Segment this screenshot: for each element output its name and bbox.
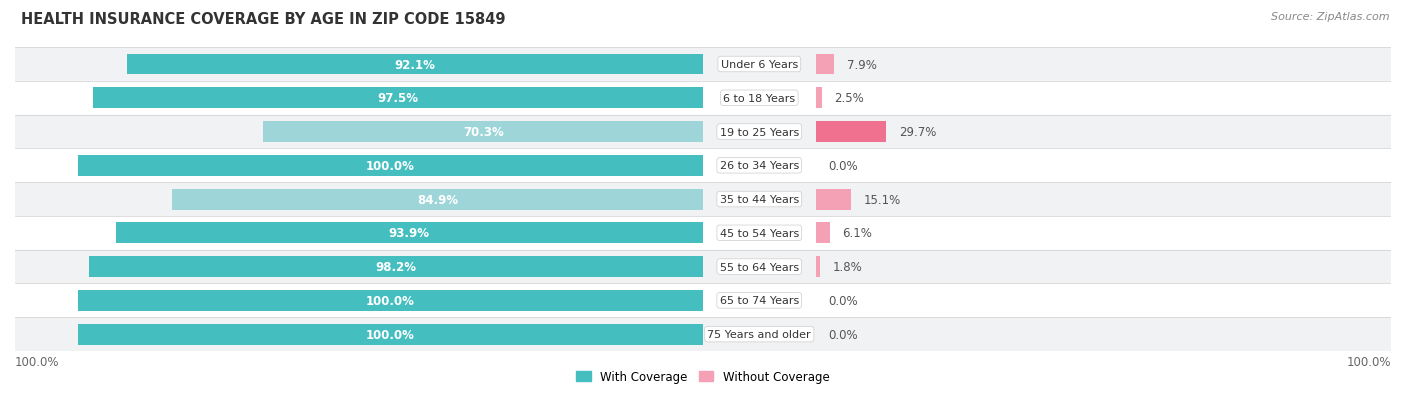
- FancyBboxPatch shape: [15, 183, 1391, 216]
- Bar: [815, 122, 886, 142]
- Text: 70.3%: 70.3%: [463, 126, 503, 139]
- Text: 1.8%: 1.8%: [832, 261, 862, 273]
- Bar: [815, 256, 820, 278]
- Text: 19 to 25 Years: 19 to 25 Years: [720, 127, 799, 137]
- FancyBboxPatch shape: [15, 318, 1391, 351]
- Text: 100.0%: 100.0%: [1347, 355, 1391, 368]
- Text: 65 to 74 Years: 65 to 74 Years: [720, 296, 799, 306]
- Text: 92.1%: 92.1%: [395, 58, 436, 71]
- Text: 100.0%: 100.0%: [366, 159, 415, 172]
- Text: 55 to 64 Years: 55 to 64 Years: [720, 262, 799, 272]
- Text: 100.0%: 100.0%: [15, 355, 59, 368]
- Bar: [77, 155, 703, 176]
- Bar: [77, 324, 703, 345]
- Bar: [815, 189, 852, 210]
- FancyBboxPatch shape: [15, 216, 1391, 250]
- Text: 29.7%: 29.7%: [898, 126, 936, 139]
- Text: 15.1%: 15.1%: [863, 193, 901, 206]
- FancyBboxPatch shape: [15, 115, 1391, 149]
- Text: 26 to 34 Years: 26 to 34 Years: [720, 161, 799, 171]
- Text: Under 6 Years: Under 6 Years: [721, 60, 799, 70]
- Text: 100.0%: 100.0%: [366, 294, 415, 307]
- Text: 84.9%: 84.9%: [418, 193, 458, 206]
- Bar: [263, 122, 703, 142]
- Text: Source: ZipAtlas.com: Source: ZipAtlas.com: [1271, 12, 1389, 22]
- Text: 100.0%: 100.0%: [366, 328, 415, 341]
- Text: 35 to 44 Years: 35 to 44 Years: [720, 195, 799, 204]
- Text: 2.5%: 2.5%: [834, 92, 863, 105]
- Legend: With Coverage, Without Coverage: With Coverage, Without Coverage: [572, 366, 834, 388]
- Text: 97.5%: 97.5%: [378, 92, 419, 105]
- FancyBboxPatch shape: [15, 250, 1391, 284]
- Text: 93.9%: 93.9%: [389, 227, 430, 240]
- Bar: [115, 223, 703, 244]
- FancyBboxPatch shape: [15, 48, 1391, 82]
- Bar: [172, 189, 703, 210]
- Text: 6.1%: 6.1%: [842, 227, 873, 240]
- Bar: [127, 55, 703, 75]
- Text: 45 to 54 Years: 45 to 54 Years: [720, 228, 799, 238]
- Text: 6 to 18 Years: 6 to 18 Years: [723, 93, 796, 104]
- Bar: [77, 290, 703, 311]
- Bar: [815, 88, 821, 109]
- Bar: [815, 223, 830, 244]
- Text: 0.0%: 0.0%: [828, 294, 858, 307]
- Text: 75 Years and older: 75 Years and older: [707, 329, 811, 339]
- FancyBboxPatch shape: [15, 82, 1391, 115]
- Text: 0.0%: 0.0%: [828, 159, 858, 172]
- Bar: [89, 256, 703, 278]
- Text: 7.9%: 7.9%: [846, 58, 877, 71]
- FancyBboxPatch shape: [15, 149, 1391, 183]
- Text: 0.0%: 0.0%: [828, 328, 858, 341]
- Text: HEALTH INSURANCE COVERAGE BY AGE IN ZIP CODE 15849: HEALTH INSURANCE COVERAGE BY AGE IN ZIP …: [21, 12, 506, 27]
- Text: 98.2%: 98.2%: [375, 261, 416, 273]
- Bar: [93, 88, 703, 109]
- FancyBboxPatch shape: [15, 284, 1391, 318]
- Bar: [815, 55, 834, 75]
